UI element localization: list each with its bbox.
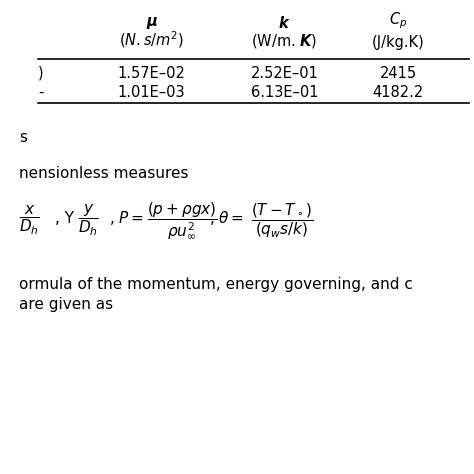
- Text: $\dfrac{(T-T_\circ)}{(q_w s/k)}$: $\dfrac{(T-T_\circ)}{(q_w s/k)}$: [251, 201, 314, 240]
- Text: , $\theta =$: , $\theta =$: [209, 209, 244, 227]
- Text: 1.57E–02: 1.57E–02: [118, 66, 186, 81]
- Text: (J/kg.K): (J/kg.K): [372, 35, 425, 50]
- Text: $\dfrac{x}{D_h}$: $\dfrac{x}{D_h}$: [19, 204, 40, 237]
- Text: $\boldsymbol{\mu}$: $\boldsymbol{\mu}$: [146, 15, 158, 31]
- Text: , Y: , Y: [55, 210, 73, 226]
- Text: $\dfrac{y}{D_h}$: $\dfrac{y}{D_h}$: [78, 203, 99, 238]
- Text: (W/m. $\boldsymbol{K}$): (W/m. $\boldsymbol{K}$): [251, 32, 318, 50]
- Text: s: s: [19, 130, 27, 145]
- Text: $C_p$: $C_p$: [389, 10, 407, 31]
- Text: , $P =$: , $P =$: [109, 209, 144, 227]
- Text: nensionless measures: nensionless measures: [19, 165, 189, 181]
- Text: ): ): [38, 66, 44, 81]
- Text: ormula of the momentum, energy governing, and c: ormula of the momentum, energy governing…: [19, 277, 413, 292]
- Text: 1.01E–03: 1.01E–03: [118, 85, 185, 100]
- Text: 2415: 2415: [380, 66, 417, 81]
- Text: are given as: are given as: [19, 297, 113, 312]
- Text: -: -: [38, 85, 43, 100]
- Text: 6.13E–01: 6.13E–01: [251, 85, 318, 100]
- Text: $(N.s/m^2)$: $(N.s/m^2)$: [119, 29, 184, 50]
- Text: 4182.2: 4182.2: [373, 85, 424, 100]
- Text: $\boldsymbol{k}$: $\boldsymbol{k}$: [278, 15, 291, 31]
- Text: 2.52E–01: 2.52E–01: [250, 66, 319, 81]
- Text: $\dfrac{(p+\rho g x)}{\rho u_\infty^2}$: $\dfrac{(p+\rho g x)}{\rho u_\infty^2}$: [147, 200, 218, 241]
